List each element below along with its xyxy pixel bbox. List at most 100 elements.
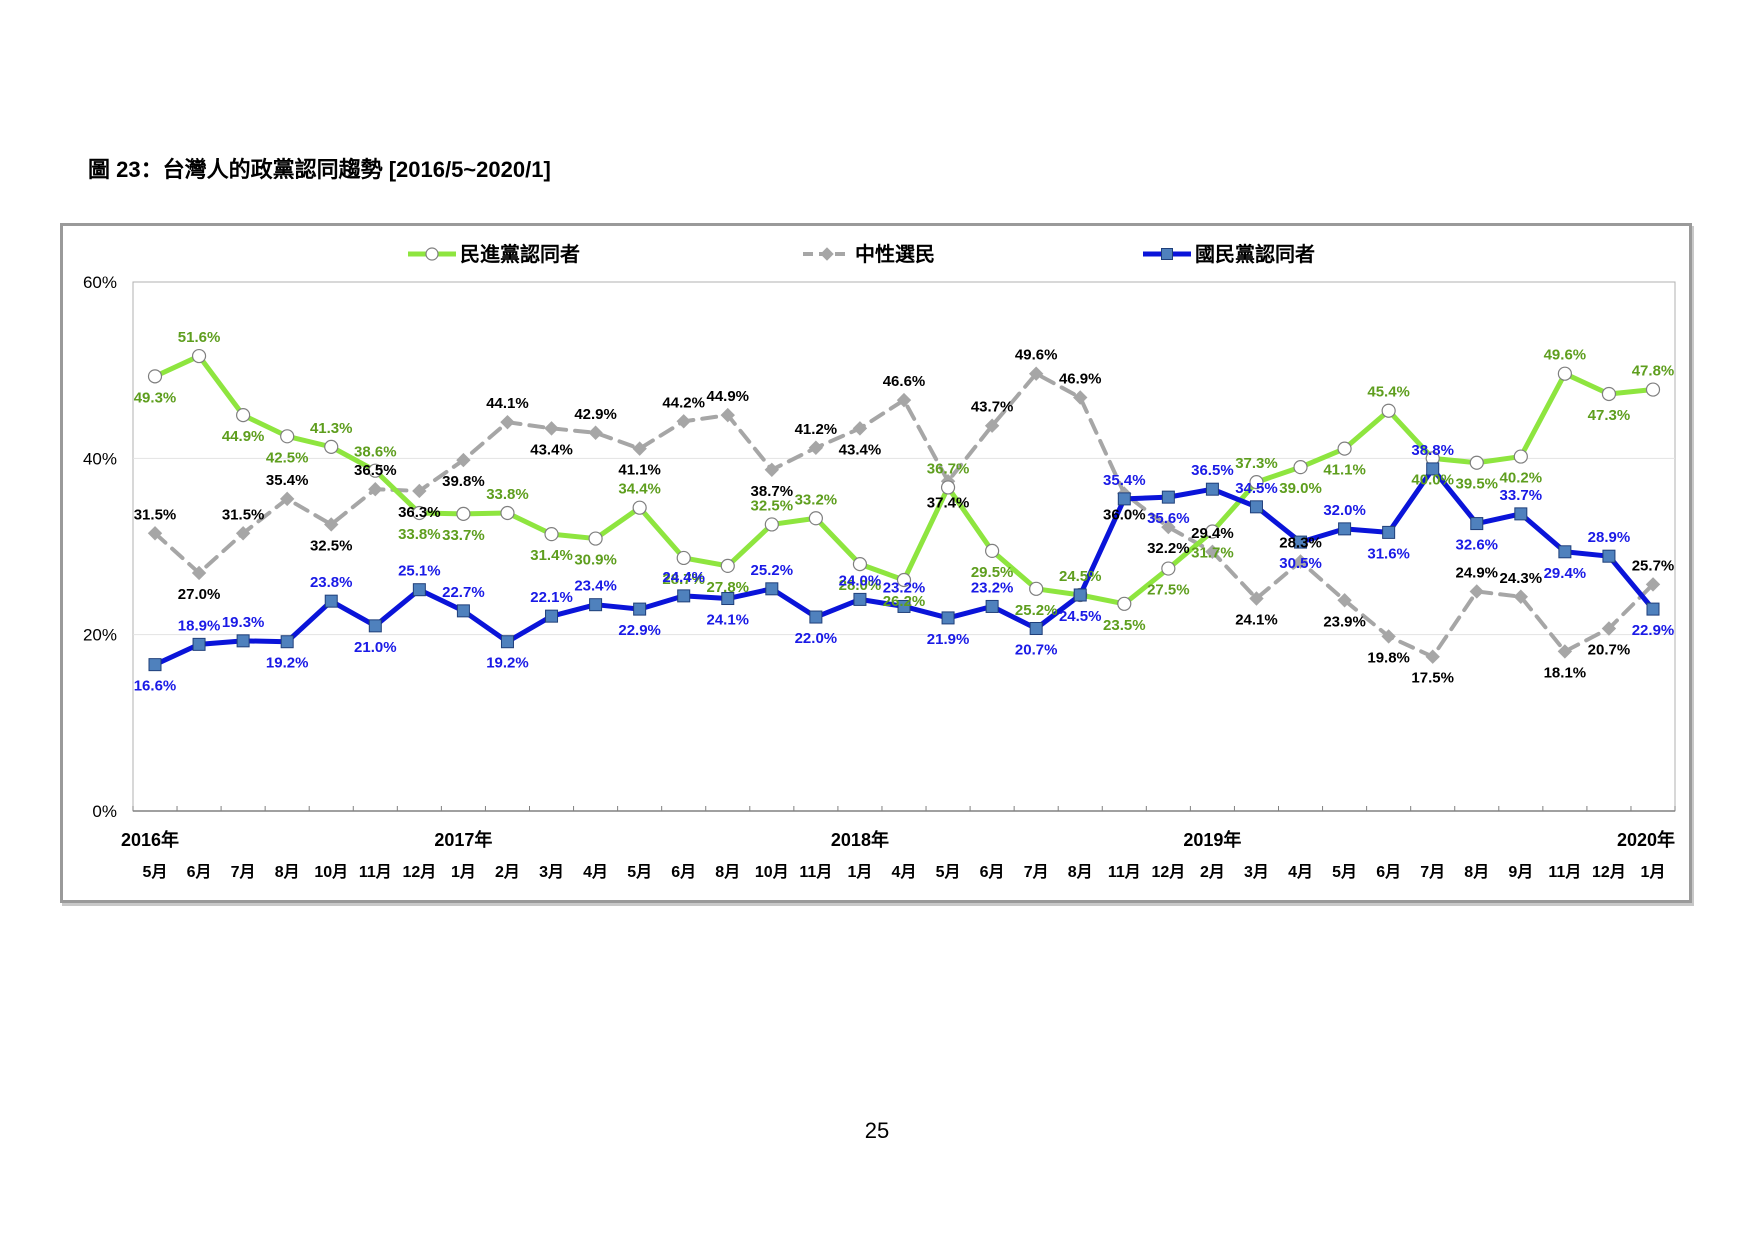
x-month-label: 12月: [402, 863, 436, 881]
data-label-neutral: 41.1%: [618, 462, 661, 479]
data-point-dpp: [500, 505, 515, 521]
data-point-neutral: [1205, 544, 1220, 559]
data-label-kmt: 29.4%: [1544, 565, 1587, 582]
data-point-kmt: [985, 599, 999, 613]
x-month-label: 1月: [451, 863, 476, 881]
data-label-neutral: 39.8%: [442, 473, 485, 490]
x-month-label: 7月: [1420, 863, 1445, 881]
data-label-kmt: 33.7%: [1500, 487, 1543, 504]
x-month-label: 10月: [755, 863, 789, 881]
data-label-kmt: 24.5%: [1059, 608, 1102, 625]
data-point-neutral: [632, 441, 647, 456]
x-year-label: 2020年: [1617, 829, 1675, 850]
data-point-dpp: [808, 511, 823, 526]
data-point-dpp: [632, 500, 647, 515]
data-label-neutral: 31.5%: [222, 506, 265, 523]
x-month-label: 1月: [1641, 863, 1666, 881]
data-point-kmt: [545, 609, 559, 623]
data-point-kmt: [1382, 525, 1396, 539]
data-label-dpp: 32.5%: [751, 497, 794, 514]
data-label-dpp: 27.5%: [1147, 582, 1190, 599]
data-label-neutral: 37.4%: [927, 494, 970, 511]
data-label-neutral: 32.5%: [310, 537, 353, 554]
data-label-kmt: 32.6%: [1455, 537, 1498, 554]
data-point-dpp: [368, 463, 383, 478]
data-label-dpp: 47.8%: [1632, 363, 1675, 380]
x-month-label: 8月: [1464, 863, 1489, 881]
data-point-neutral: [1249, 591, 1264, 606]
data-label-kmt: 19.2%: [266, 655, 309, 672]
data-point-kmt: [1646, 602, 1660, 616]
data-label-kmt: 22.1%: [530, 589, 573, 606]
data-label-kmt: 24.0%: [839, 572, 882, 589]
x-month-label: 4月: [583, 863, 608, 881]
data-point-kmt: [280, 635, 294, 649]
data-point-dpp: [1117, 596, 1132, 611]
data-point-kmt: [677, 589, 691, 603]
data-point-neutral: [1381, 629, 1396, 644]
data-point-kmt: [412, 583, 426, 597]
x-month-label: 6月: [980, 863, 1005, 881]
data-point-neutral: [720, 407, 735, 423]
data-point-neutral: [191, 565, 207, 581]
legend-marker-neutral: [820, 247, 834, 261]
x-year-label: 2016年: [121, 829, 179, 850]
data-point-kmt: [1558, 545, 1572, 559]
data-label-dpp: 23.5%: [1103, 617, 1146, 634]
data-point-dpp: [1293, 460, 1308, 475]
data-label-kmt: 23.4%: [574, 578, 617, 595]
x-month-label: 11月: [1548, 863, 1581, 881]
data-label-kmt: 21.0%: [354, 639, 397, 656]
data-point-neutral: [1601, 621, 1617, 636]
data-point-dpp: [1029, 581, 1044, 596]
data-label-neutral: 32.2%: [1147, 540, 1190, 557]
data-label-neutral: 25.7%: [1632, 557, 1675, 574]
series-dpp: [147, 348, 1661, 611]
data-label-neutral: 46.9%: [1059, 370, 1102, 387]
x-month-label: 5月: [143, 863, 168, 881]
chart-frame: 民進黨認同者 中性選民 國民黨認同者 0% 20% 40% 60% 5月 6月 7月 8月 10月…: [60, 223, 1692, 903]
data-point-kmt: [236, 634, 250, 648]
data-label-kmt: 23.8%: [310, 574, 353, 591]
x-month-label: 11月: [799, 863, 832, 881]
data-label-dpp: 28.7%: [662, 571, 705, 588]
data-label-kmt: 21.9%: [927, 631, 970, 648]
data-point-kmt: [1161, 490, 1175, 504]
data-label-dpp: 33.2%: [795, 491, 838, 508]
data-label-kmt: 20.7%: [1015, 641, 1058, 658]
data-point-dpp: [720, 558, 735, 573]
data-point-kmt: [1249, 500, 1263, 514]
data-label-dpp: 34.4%: [618, 481, 661, 498]
data-label-kmt: 25.1%: [398, 563, 441, 580]
data-point-kmt: [853, 592, 867, 606]
plot-border: [132, 281, 1676, 812]
data-label-dpp: 39.5%: [1455, 476, 1498, 493]
data-label-dpp: 28.0%: [839, 577, 882, 594]
x-month-label: 2月: [495, 863, 520, 881]
x-year-label: 2017年: [434, 829, 492, 850]
legend-item-neutral: 中性選民: [803, 242, 935, 266]
data-point-dpp: [1557, 366, 1572, 381]
data-label-neutral: 31.5%: [134, 506, 177, 523]
x-axis: 5月 6月 7月 8月 10月 11月 12月 1月 2月 3月 4月 5月 6月 8月 10月 11月 1月 4…: [121, 806, 1676, 881]
x-month-label: 5月: [1332, 863, 1357, 881]
legend-marker-dpp: [425, 247, 439, 261]
data-point-kmt: [324, 594, 338, 608]
data-point-neutral: [896, 392, 912, 408]
data-point-dpp: [1381, 403, 1396, 418]
data-label-neutral: 28.3%: [1279, 534, 1322, 551]
data-label-dpp: 31.4%: [530, 547, 573, 564]
data-label-dpp: 49.6%: [1544, 347, 1587, 364]
data-point-kmt: [897, 599, 911, 613]
data-point-kmt: [1514, 507, 1528, 521]
data-label-dpp: 31.7%: [1191, 545, 1234, 562]
data-point-dpp: [764, 517, 779, 532]
data-point-kmt: [589, 598, 603, 612]
data-point-kmt: [1294, 535, 1308, 549]
data-point-kmt: [1426, 462, 1440, 476]
data-label-dpp: 33.8%: [486, 486, 529, 503]
data-point-dpp: [1601, 386, 1617, 402]
data-point-neutral: [1425, 649, 1440, 664]
data-point-dpp: [1469, 455, 1484, 470]
x-month-label: 4月: [1288, 863, 1313, 881]
